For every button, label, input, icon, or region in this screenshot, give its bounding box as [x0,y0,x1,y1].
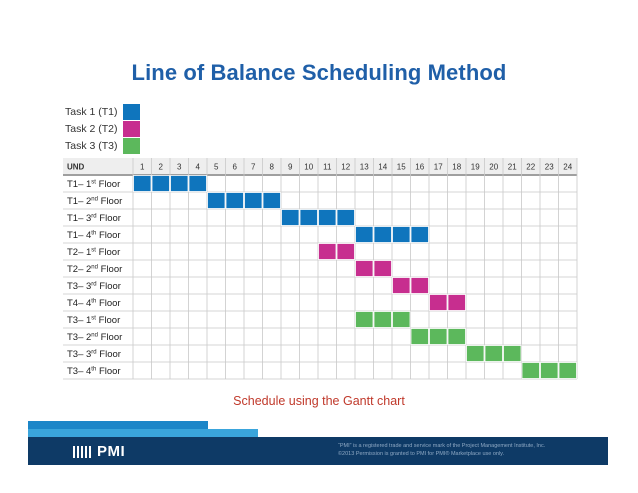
column-tick-label: 12 [341,163,350,172]
task-cell [225,192,244,209]
footnote-line: “PMI” is a registered trade and service … [338,443,546,449]
task-cell [355,311,374,328]
column-tick-label: 11 [323,163,332,172]
task-cell [355,260,374,277]
row-label: T1– 4th Floor [67,230,121,241]
task-cell [484,345,503,362]
pmi-logo: PMI [73,443,125,460]
task-cell [281,209,300,226]
task-cell [318,243,337,260]
task-cell [521,362,540,379]
task-cell [299,209,318,226]
task-cell [207,192,226,209]
column-tick-label: 15 [397,163,406,172]
chart-caption: Schedule using the Gantt chart [233,394,405,408]
column-tick-label: 21 [508,163,517,172]
column-tick-label: 22 [526,163,535,172]
column-tick-label: 23 [545,163,554,172]
task-cell [373,226,392,243]
column-tick-label: 10 [304,163,313,172]
task-cell [410,328,429,345]
task-cell [447,294,466,311]
task-cell [373,260,392,277]
corner-label: UND [67,163,85,172]
legend-label: Task 2 (T2) [65,122,118,135]
row-label: T2– 1st Floor [67,247,120,258]
column-tick-label: 9 [288,163,293,172]
row-label: T3– 3rd Floor [67,281,121,292]
task-cell [447,328,466,345]
column-tick-label: 19 [471,163,480,172]
task-cell [410,277,429,294]
task-cell [410,226,429,243]
legend-item-task-2: Task 2 (T2) [65,120,140,137]
task-cell [133,175,152,192]
header-band [63,158,577,174]
column-tick-label: 8 [270,163,275,172]
task-cell [429,294,448,311]
task-cell [558,362,577,379]
column-tick-label: 24 [563,163,572,172]
task-cell [373,311,392,328]
task-cell [429,328,448,345]
row-label: T3– 1st Floor [67,315,120,326]
column-tick-label: 16 [415,163,424,172]
column-tick-label: 18 [452,163,461,172]
task-cell [392,311,411,328]
column-tick-label: 7 [251,163,256,172]
legend-swatch [123,103,140,120]
task-cell [392,277,411,294]
row-label: T3– 3rd Floor [67,349,121,360]
legend-swatch [123,137,140,154]
row-label: T4– 4th Floor [67,298,121,309]
task-cell [355,226,374,243]
chart-title: Line of Balance Scheduling Method [131,60,507,85]
task-cell [392,226,411,243]
column-tick-label: 13 [360,163,369,172]
task-cell [336,243,355,260]
task-cell [151,175,170,192]
task-cell [466,345,485,362]
column-tick-label: 2 [159,163,164,172]
pmi-logo-text: PMI [97,443,126,460]
row-label: T2– 2nd Floor [67,264,122,275]
task-cell [503,345,522,362]
column-tick-label: 5 [214,163,219,172]
row-label: T1– 1st Floor [67,179,120,190]
legend-swatch [123,120,140,137]
task-cell [244,192,263,209]
column-tick-label: 14 [378,163,387,172]
row-label: T1– 3rd Floor [67,213,121,224]
column-tick-label: 6 [233,163,238,172]
task-cell [540,362,559,379]
footnote-line: ©2013 Permission is granted to PMI for P… [338,451,505,457]
column-tick-label: 20 [489,163,498,172]
task-cell [262,192,281,209]
task-cell [336,209,355,226]
row-label: T1– 2nd Floor [67,196,122,207]
column-tick-label: 17 [434,163,443,172]
legend-label: Task 1 (T1) [65,105,118,118]
legend-label: Task 3 (T3) [65,139,118,152]
task-cell [318,209,337,226]
legend-item-task-1: Task 1 (T1) [65,103,140,120]
task-cell [170,175,189,192]
footnote: “PMI” is a registered trade and service … [338,442,603,458]
row-label: T3– 2nd Floor [67,332,122,343]
footer-accent-bar [28,429,258,437]
task-cell [188,175,207,192]
column-tick-label: 4 [196,163,201,172]
footer-accent-bar [28,421,208,429]
column-tick-label: 3 [177,163,182,172]
footer: PMI “PMI” is a registered trade and serv… [28,437,608,465]
row-label: T3– 4th Floor [67,366,121,377]
pmi-logo-icon [73,445,93,458]
legend-item-task-3: Task 3 (T3) [65,137,140,154]
column-tick-label: 1 [140,163,145,172]
